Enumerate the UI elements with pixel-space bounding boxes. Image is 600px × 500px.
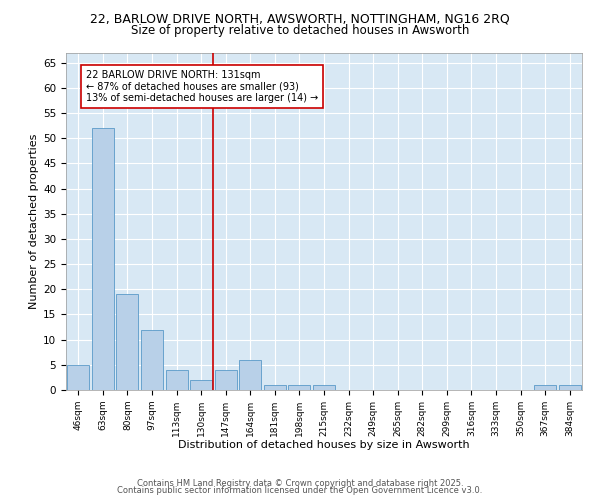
Bar	[264, 385, 286, 390]
Bar	[190, 380, 212, 390]
Text: 22, BARLOW DRIVE NORTH, AWSWORTH, NOTTINGHAM, NG16 2RQ: 22, BARLOW DRIVE NORTH, AWSWORTH, NOTTIN…	[90, 12, 510, 26]
X-axis label: Distribution of detached houses by size in Awsworth: Distribution of detached houses by size …	[178, 440, 470, 450]
Text: 22 BARLOW DRIVE NORTH: 131sqm
← 87% of detached houses are smaller (93)
13% of s: 22 BARLOW DRIVE NORTH: 131sqm ← 87% of d…	[86, 70, 319, 103]
Bar	[67, 365, 89, 390]
Bar	[116, 294, 139, 390]
Bar	[166, 370, 188, 390]
Y-axis label: Number of detached properties: Number of detached properties	[29, 134, 39, 309]
Bar	[92, 128, 114, 390]
Bar	[215, 370, 237, 390]
Text: Contains HM Land Registry data © Crown copyright and database right 2025.: Contains HM Land Registry data © Crown c…	[137, 478, 463, 488]
Bar	[141, 330, 163, 390]
Bar	[559, 385, 581, 390]
Text: Contains public sector information licensed under the Open Government Licence v3: Contains public sector information licen…	[118, 486, 482, 495]
Bar	[534, 385, 556, 390]
Bar	[289, 385, 310, 390]
Text: Size of property relative to detached houses in Awsworth: Size of property relative to detached ho…	[131, 24, 469, 37]
Bar	[313, 385, 335, 390]
Bar	[239, 360, 262, 390]
